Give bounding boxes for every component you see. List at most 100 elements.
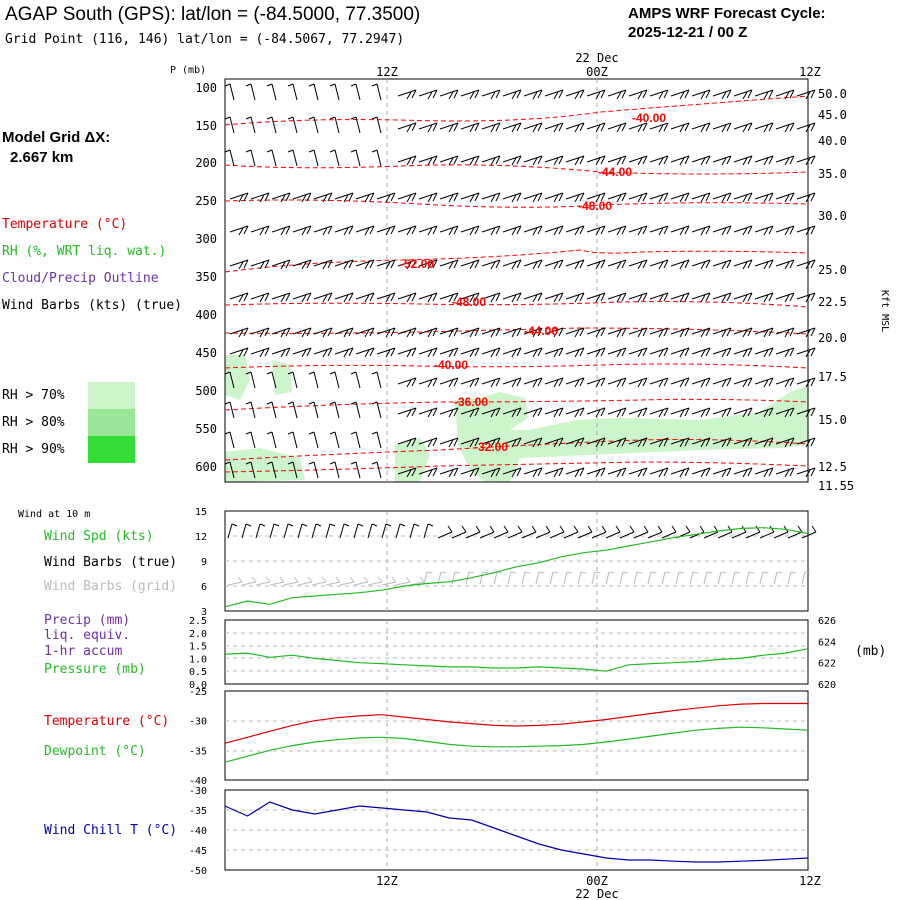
wind-barb xyxy=(754,259,774,270)
wind-barb-grid xyxy=(619,571,629,585)
wind-barb-true xyxy=(423,523,434,539)
wind-chill-tick: -45 xyxy=(189,846,207,857)
pressure-tick-label: 600 xyxy=(195,460,217,474)
wind-barb xyxy=(439,89,459,100)
wind-barb-true xyxy=(619,525,635,539)
wind-barb xyxy=(397,155,417,166)
wind-barb xyxy=(266,401,277,419)
wind-barb xyxy=(439,467,459,478)
wind-barb xyxy=(245,461,256,479)
wind-barb xyxy=(313,347,333,358)
wind-barb-grid xyxy=(353,576,369,586)
wind-barb xyxy=(313,225,333,236)
wind-barb xyxy=(775,192,795,203)
wind-barb xyxy=(712,467,732,478)
pressure-tick-label: 400 xyxy=(195,308,217,322)
wind-barb xyxy=(712,259,732,270)
wind-barb xyxy=(544,467,564,478)
wind-barb-grid xyxy=(745,571,755,585)
wind-barb xyxy=(565,407,585,418)
wind-barb xyxy=(460,192,480,203)
wind-barb xyxy=(544,407,564,418)
wind-barb xyxy=(224,116,235,134)
wind-speed-tick: 3 xyxy=(201,607,207,618)
pressure-tick: 620 xyxy=(818,680,836,691)
temperature-contour-label: -32.00 xyxy=(474,440,508,454)
wind-barb xyxy=(502,122,522,133)
wind-barb xyxy=(544,122,564,133)
wind-barb-grid xyxy=(283,576,299,586)
wind-barb xyxy=(754,377,774,388)
wind-barb xyxy=(355,347,375,358)
wind-barb xyxy=(271,192,291,203)
wind-barb xyxy=(628,292,648,303)
wind-barb-grid xyxy=(241,576,257,586)
wind-barb xyxy=(376,192,396,203)
wind-barb xyxy=(607,122,627,133)
wind-barb-grid xyxy=(773,571,783,585)
wind-barb xyxy=(397,292,417,303)
top-date-label: 22 Dec xyxy=(575,51,618,65)
wind-barb xyxy=(250,292,270,303)
model-grid-value: 2.667 km xyxy=(10,149,74,166)
wind-barb-true xyxy=(759,525,775,539)
wind-barb xyxy=(329,83,340,101)
wind-barb xyxy=(224,461,235,479)
wind-barb-grid xyxy=(535,571,545,585)
wind-barb xyxy=(292,259,312,270)
wind-barb xyxy=(628,122,648,133)
wind-barb-grid xyxy=(787,571,797,585)
wind-barb xyxy=(754,437,774,448)
legend-cloud-outline: Cloud/Precip Outline xyxy=(2,271,159,286)
wind-barb xyxy=(397,327,417,338)
wind-barb xyxy=(397,407,417,418)
wind-barb-true xyxy=(661,525,677,539)
temperature-contour-label: -48.00 xyxy=(452,295,486,309)
wind-barb xyxy=(628,407,648,418)
wind-barb xyxy=(670,292,690,303)
wind-barb xyxy=(308,401,319,419)
wind-barb xyxy=(376,225,396,236)
wind-barb xyxy=(628,259,648,270)
wind-barb xyxy=(523,467,543,478)
wind-barb xyxy=(481,377,501,388)
wind-barb xyxy=(523,155,543,166)
wind-barb xyxy=(670,437,690,448)
temperature-contour-label: -44.00 xyxy=(598,165,632,179)
wind-barb-true xyxy=(269,523,280,539)
precip-tick: 0.5 xyxy=(189,667,207,678)
wind-barb xyxy=(245,371,256,389)
pressure-tick-label: 450 xyxy=(195,346,217,360)
wind-barb xyxy=(733,467,753,478)
wind-barb-true xyxy=(577,525,593,539)
wind-barb xyxy=(544,155,564,166)
wind-barb xyxy=(245,431,256,449)
wind-barb xyxy=(670,467,690,478)
wind-barb xyxy=(371,401,382,419)
wind-barb xyxy=(796,377,816,388)
wind-barb xyxy=(371,461,382,479)
wind-barb-true xyxy=(745,525,761,539)
wind-barb xyxy=(754,292,774,303)
wind-barb xyxy=(224,371,235,389)
wind-barb xyxy=(712,292,732,303)
wind-barb xyxy=(266,431,277,449)
wind-barb xyxy=(502,225,522,236)
legend-barbs-grid: Wind Barbs (grid) xyxy=(44,579,178,594)
wind-barb xyxy=(796,347,816,358)
wind-barb xyxy=(502,437,522,448)
wind-barb-true xyxy=(451,525,467,539)
wind-barb xyxy=(649,467,669,478)
wind-barb xyxy=(502,377,522,388)
wind-barb xyxy=(376,292,396,303)
wind-barb xyxy=(649,259,669,270)
precip-tick: 2.5 xyxy=(189,616,207,627)
wind-chill-tick: -35 xyxy=(189,806,207,817)
wind-barb xyxy=(229,192,249,203)
wind-barb xyxy=(481,347,501,358)
wind-barb xyxy=(586,292,606,303)
wind-barb xyxy=(250,259,270,270)
wind-barb xyxy=(712,327,732,338)
pressure-line xyxy=(224,648,809,672)
wind-barb xyxy=(418,467,438,478)
